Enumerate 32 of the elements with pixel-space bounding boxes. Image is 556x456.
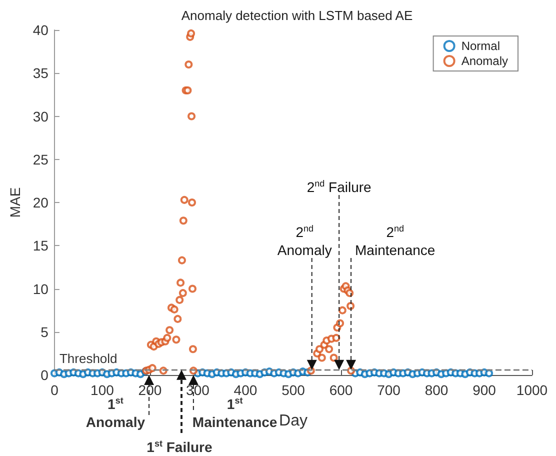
y-axis-title: MAE [7, 187, 23, 218]
x-tick-label: 500 [282, 382, 306, 398]
x-tick-label: 200 [138, 382, 162, 398]
y-tick-label: 15 [32, 238, 49, 254]
annotation: 1$^{st}$ Anomaly [86, 395, 146, 430]
annotation: 1$^{st}$ Failure [146, 438, 212, 456]
y-tick-label: 10 [32, 280, 49, 297]
y-tick-label: 30 [32, 108, 49, 124]
x-tick-label: 0 [50, 382, 59, 398]
annotation: 2$^{nd}$ Maintenance [355, 223, 436, 259]
chart-title: Anomaly detection with LSTM based AE [181, 8, 413, 23]
annotation: 1$^{st}$ Maintenance [192, 395, 278, 430]
x-tick-label: 700 [377, 382, 401, 398]
x-tick-label: 600 [329, 382, 353, 398]
x-tick-label: 300 [186, 382, 210, 398]
y-tick-label: 0 [40, 367, 49, 383]
y-tick-label: 40 [32, 22, 49, 38]
legend-label: Anomaly [461, 54, 508, 68]
ref-line-label: Threshold [59, 350, 118, 366]
y-tick-label: 25 [32, 151, 49, 168]
x-tick-label: 400 [234, 382, 258, 398]
annotation: 2$^{nd}$ Anomaly [277, 223, 332, 259]
annotation: 2$^{nd}$ Failure [306, 178, 372, 196]
x-tick-label: 900 [472, 382, 496, 398]
x-axis-title: Day [279, 412, 308, 430]
y-tick-label: 20 [32, 194, 49, 210]
x-tick-label: 1000 [516, 382, 548, 398]
x-tick-label: 100 [90, 382, 114, 398]
legend-label: Normal [461, 39, 500, 53]
x-tick-label: 800 [424, 382, 448, 398]
y-tick-label: 5 [40, 324, 49, 340]
y-tick-label: 35 [32, 65, 49, 82]
